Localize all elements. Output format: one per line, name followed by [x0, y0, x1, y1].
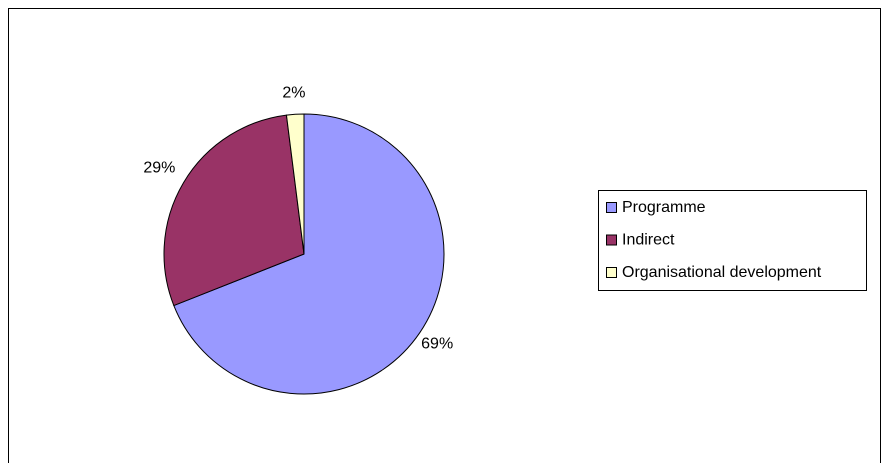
- pie-slice: [285, 113, 305, 255]
- legend-label: Programme: [622, 199, 706, 216]
- pie-slice: [163, 114, 305, 307]
- legend-swatch: [606, 267, 617, 278]
- data-label: 2%: [282, 85, 305, 102]
- pie-slice: [173, 113, 445, 395]
- legend-label: Indirect: [622, 232, 675, 249]
- data-label: 69%: [421, 336, 453, 353]
- data-label: 29%: [143, 160, 175, 177]
- legend-box: [598, 190, 867, 291]
- legend-label: Organisational development: [622, 264, 822, 281]
- legend-swatch: [606, 202, 617, 213]
- legend-swatch: [606, 234, 617, 246]
